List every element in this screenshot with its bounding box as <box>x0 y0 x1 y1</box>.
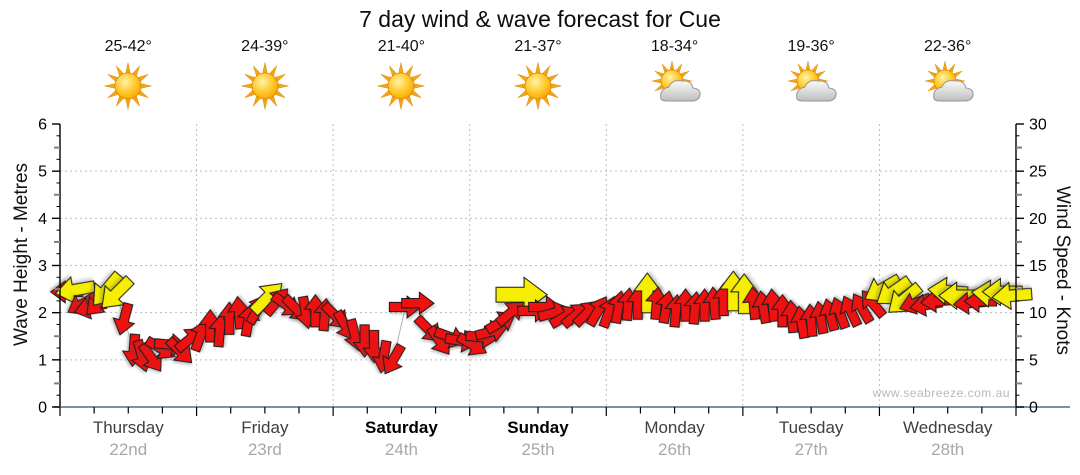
day-name: Sunday <box>507 418 569 437</box>
day-header: 25-42° <box>60 38 197 119</box>
right-axis-label: Wind Speed - Knots <box>1052 186 1073 355</box>
day-temperature-range: 25-42° <box>104 38 152 55</box>
day-header: 21-40° <box>333 38 470 119</box>
day-temperature-range: 18-34° <box>650 38 699 55</box>
cloud-body <box>796 80 837 102</box>
day-date: 25th <box>521 440 555 459</box>
day-name: Tuesday <box>778 418 844 437</box>
day-name: Thursday <box>92 418 164 437</box>
day-label: Saturday 24th <box>333 417 470 461</box>
wind-arrow <box>770 293 795 328</box>
sun-body <box>524 72 552 100</box>
day-label: Monday 26th <box>606 417 743 461</box>
left-tick-label: 4 <box>38 211 47 228</box>
left-tick-label: 3 <box>38 258 47 275</box>
wind-arrow <box>112 301 136 336</box>
day-temperature-range: 21-40° <box>377 38 426 55</box>
day-temperature-range: 22-36° <box>924 38 972 55</box>
cloud-icon <box>796 80 837 102</box>
sun-icon <box>377 62 425 110</box>
day-header: 19-36° <box>743 38 880 119</box>
wind-arrow <box>991 281 1033 311</box>
sun-icon <box>514 62 562 110</box>
day-label: Tuesday 27th <box>743 417 880 461</box>
day-label: Friday 23rd <box>196 417 333 461</box>
day-label: Thursday 22nd <box>60 417 197 461</box>
sunny-icon <box>104 62 152 110</box>
cloud-body <box>659 80 701 102</box>
right-tick-label: 0 <box>1029 400 1038 417</box>
sun-rays <box>241 62 289 110</box>
day-date: 27th <box>794 440 828 459</box>
day-date: 28th <box>931 440 965 459</box>
sun-body <box>114 72 142 100</box>
sun-body <box>251 72 279 100</box>
sunny-icon <box>241 62 289 110</box>
wind-arrow <box>382 342 406 375</box>
left-tick-label: 0 <box>38 400 47 417</box>
day-temperature-range: 19-36° <box>787 38 835 55</box>
cloud-body <box>932 80 974 102</box>
wind-arrow <box>101 274 135 309</box>
left-axis-label: Wave Height - Metres <box>11 162 32 346</box>
day-header: 24-39° <box>196 38 333 119</box>
sun-body <box>388 72 415 100</box>
wind-arrow <box>401 291 435 316</box>
cloud-icon <box>932 80 974 102</box>
watermark: www.seabreeze.com.au <box>872 386 1010 400</box>
sun-rays <box>377 62 425 110</box>
day-name: Wednesday <box>902 418 993 437</box>
right-tick-label: 10 <box>1029 305 1047 322</box>
left-tick-label: 5 <box>38 164 47 181</box>
day-temperature-range: 24-39° <box>241 38 289 55</box>
day-date: 23rd <box>247 440 282 459</box>
day-date: 26th <box>658 440 692 459</box>
cloud-icon <box>659 80 701 102</box>
day-temperature-range: 21-37° <box>514 38 562 55</box>
right-tick-label: 25 <box>1029 164 1047 181</box>
partly-cloudy-icon <box>924 61 974 102</box>
left-tick-label: 6 <box>38 117 47 134</box>
day-name: Saturday <box>365 418 438 437</box>
day-label: Sunday 25th <box>470 417 607 461</box>
sunny-icon <box>377 62 425 110</box>
left-tick-label: 1 <box>38 352 47 369</box>
sun-icon <box>104 62 152 110</box>
wind-arrow <box>137 341 162 372</box>
left-tick-label: 2 <box>38 305 47 322</box>
day-date: 24th <box>384 440 418 459</box>
right-tick-label: 20 <box>1029 211 1047 228</box>
right-tick-label: 5 <box>1029 352 1038 369</box>
day-header: 21-37° <box>470 38 607 119</box>
day-date: 22nd <box>109 440 148 459</box>
page-title: 7 day wind & wave forecast for Cue <box>359 6 721 32</box>
day-header: 18-34° <box>606 38 743 119</box>
day-name: Monday <box>644 418 705 437</box>
right-tick-label: 15 <box>1029 258 1047 275</box>
sun-rays <box>104 62 152 110</box>
sun-icon <box>241 62 289 110</box>
partly-cloudy-icon <box>788 61 837 102</box>
day-header: 22-36° <box>879 38 1016 119</box>
day-name: Friday <box>241 418 289 437</box>
partly-cloudy-icon <box>651 61 701 102</box>
sunny-icon <box>514 62 562 110</box>
right-tick-label: 30 <box>1029 117 1047 134</box>
sun-rays <box>514 62 562 110</box>
day-label: Wednesday 28th <box>879 417 1016 461</box>
